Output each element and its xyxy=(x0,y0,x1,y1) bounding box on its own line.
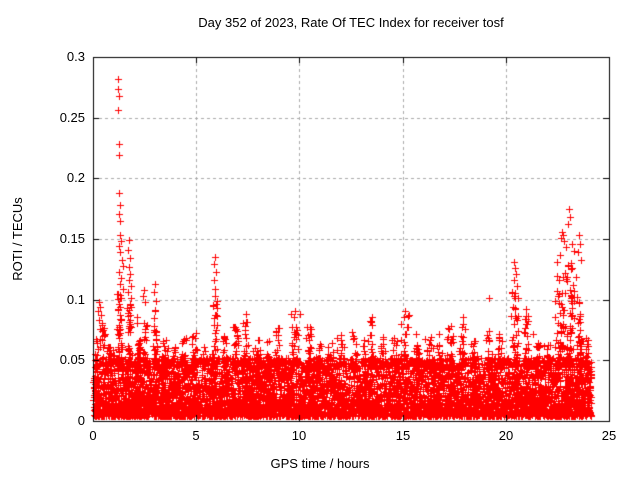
x-tick-label-20: 20 xyxy=(498,428,514,443)
y-tick-label-005: 0.05 xyxy=(59,352,85,367)
y-tick-label-01: 0.1 xyxy=(66,292,85,307)
x-tick-label-5: 5 xyxy=(192,428,200,443)
y-tick-label-025: 0.25 xyxy=(59,110,85,125)
chart-title: Day 352 of 2023, Rate Of TEC Index for r… xyxy=(198,15,504,30)
x-tick-label-15: 15 xyxy=(395,428,411,443)
x-tick-label-10: 10 xyxy=(291,428,307,443)
y-tick-label-03: 0.3 xyxy=(66,49,85,64)
y-tick-label-02: 0.2 xyxy=(66,170,85,185)
x-tick-label-0: 0 xyxy=(89,428,97,443)
x-tick-label-25: 25 xyxy=(601,428,617,443)
x-axis-label: GPS time / hours xyxy=(270,456,370,471)
y-tick-label-0: 0 xyxy=(77,413,85,428)
y-tick-label-015: 0.15 xyxy=(59,231,85,246)
